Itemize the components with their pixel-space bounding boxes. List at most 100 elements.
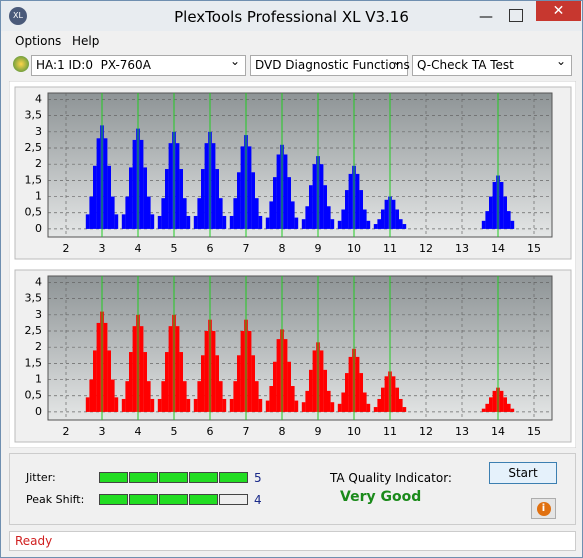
x-tick-label: 14 bbox=[491, 425, 505, 438]
bar bbox=[305, 390, 309, 412]
drive-icon bbox=[13, 56, 29, 72]
peak-shift-value: 4 bbox=[254, 493, 262, 507]
bar bbox=[507, 211, 511, 229]
bar bbox=[399, 398, 403, 412]
bar bbox=[85, 214, 90, 229]
bar bbox=[139, 326, 144, 412]
meter-segment bbox=[159, 472, 188, 483]
window-title: PlexTools Professional XL V3.16 bbox=[174, 8, 409, 26]
maximize-button[interactable] bbox=[509, 9, 523, 22]
bar bbox=[319, 350, 324, 412]
bar bbox=[330, 219, 335, 229]
bar bbox=[255, 381, 259, 412]
x-tick-label: 8 bbox=[279, 242, 286, 255]
drive-select[interactable]: HA:1 ID:0 PX-760A bbox=[31, 54, 246, 76]
x-tick-label: 13 bbox=[455, 242, 469, 255]
jitter-label: Jitter: bbox=[26, 471, 56, 484]
menu-item[interactable]: Options bbox=[15, 34, 62, 48]
y-tick-label: 1 bbox=[35, 373, 42, 386]
bar bbox=[345, 373, 349, 412]
x-tick-label: 3 bbox=[99, 242, 106, 255]
x-tick-label: 15 bbox=[527, 242, 541, 255]
bar bbox=[111, 196, 115, 229]
x-tick-label: 2 bbox=[63, 242, 70, 255]
bar bbox=[219, 381, 223, 412]
y-tick-label: 1,5 bbox=[25, 173, 43, 186]
bar bbox=[258, 398, 263, 412]
function-select[interactable]: DVD Diagnostic Functions bbox=[250, 54, 410, 76]
bar bbox=[197, 381, 201, 412]
bar bbox=[96, 138, 101, 229]
bar bbox=[355, 173, 360, 229]
test-select[interactable]: Q-Check TA Test bbox=[412, 54, 572, 76]
y-tick-label: 2 bbox=[35, 157, 42, 170]
bar bbox=[183, 198, 187, 229]
bar bbox=[168, 326, 173, 412]
bar bbox=[103, 322, 108, 412]
bar bbox=[294, 400, 299, 412]
bar bbox=[129, 167, 133, 229]
menu-item[interactable]: Help bbox=[72, 34, 100, 48]
bar bbox=[345, 190, 349, 229]
bar bbox=[366, 403, 371, 412]
bar bbox=[269, 201, 273, 229]
bar bbox=[186, 215, 191, 229]
y-tick-label: 2,5 bbox=[25, 141, 43, 154]
bar bbox=[273, 361, 277, 412]
bar bbox=[111, 379, 115, 412]
bar bbox=[305, 206, 309, 229]
bar bbox=[222, 215, 227, 229]
bar bbox=[147, 381, 151, 412]
x-tick-label: 10 bbox=[347, 425, 361, 438]
bar bbox=[341, 209, 345, 229]
bar bbox=[309, 185, 313, 229]
status-bar: Ready bbox=[9, 531, 576, 551]
x-tick-label: 13 bbox=[455, 425, 469, 438]
meter-segment bbox=[129, 494, 158, 505]
close-button[interactable]: ✕ bbox=[536, 1, 581, 21]
bar bbox=[265, 217, 270, 229]
bar bbox=[273, 177, 277, 229]
y-tick-label: 2,5 bbox=[25, 324, 43, 337]
bar bbox=[489, 196, 493, 229]
bar bbox=[337, 403, 342, 412]
results-panel bbox=[9, 453, 576, 525]
bar bbox=[229, 215, 234, 229]
x-tick-label: 11 bbox=[383, 425, 397, 438]
x-tick-label: 9 bbox=[315, 425, 322, 438]
bar bbox=[287, 361, 291, 412]
x-tick-label: 10 bbox=[347, 242, 361, 255]
bar bbox=[132, 139, 137, 229]
bar bbox=[125, 196, 129, 229]
bar bbox=[402, 224, 407, 229]
bar bbox=[175, 143, 180, 229]
minimize-button[interactable]: — bbox=[479, 9, 493, 25]
bar bbox=[492, 181, 497, 229]
bar bbox=[121, 398, 126, 412]
x-tick-label: 6 bbox=[207, 425, 214, 438]
bar bbox=[204, 143, 209, 229]
bar bbox=[402, 407, 407, 412]
bar bbox=[359, 373, 363, 412]
bar bbox=[291, 201, 295, 229]
bar bbox=[327, 206, 331, 229]
bar bbox=[150, 214, 155, 229]
bar bbox=[312, 164, 317, 229]
bar bbox=[168, 143, 173, 229]
bar bbox=[323, 185, 327, 229]
y-tick-label: 4 bbox=[35, 275, 42, 288]
y-tick-label: 2 bbox=[35, 340, 42, 353]
x-tick-label: 6 bbox=[207, 242, 214, 255]
meter-segment bbox=[159, 494, 188, 505]
bar bbox=[251, 355, 255, 412]
bar bbox=[485, 211, 489, 229]
bar bbox=[107, 350, 111, 412]
bar bbox=[89, 379, 93, 412]
info-button[interactable]: i bbox=[531, 498, 556, 519]
bar bbox=[237, 172, 241, 229]
start-button[interactable]: Start bbox=[489, 462, 557, 484]
bar bbox=[507, 403, 511, 412]
bar bbox=[291, 386, 295, 412]
bar bbox=[240, 146, 245, 229]
bar bbox=[373, 407, 378, 412]
